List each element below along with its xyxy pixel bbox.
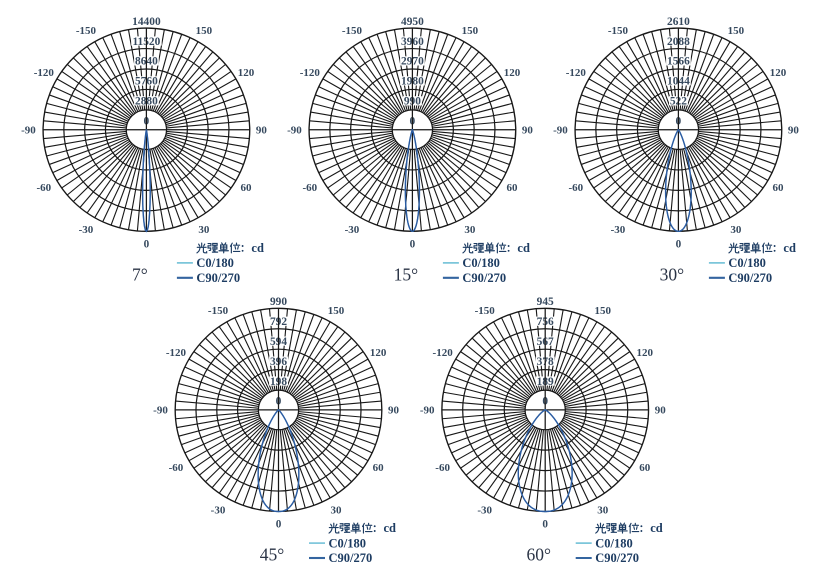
svg-text:-120: -120 [34, 67, 55, 79]
svg-text:150: 150 [328, 305, 345, 317]
svg-text:90: 90 [522, 125, 534, 137]
svg-text:30°: 30° [660, 264, 685, 284]
svg-text:-120: -120 [300, 67, 321, 79]
svg-text:30: 30 [730, 224, 742, 236]
svg-text:-150: -150 [208, 305, 229, 317]
svg-text:0: 0 [410, 239, 416, 251]
svg-text:C90/270: C90/270 [196, 271, 240, 285]
svg-text:2610: 2610 [667, 16, 690, 28]
svg-text:0: 0 [144, 239, 150, 251]
svg-text:30: 30 [464, 224, 476, 236]
svg-text:945: 945 [537, 296, 554, 308]
svg-text:-60: -60 [568, 182, 583, 194]
svg-text:30: 30 [331, 504, 343, 516]
svg-text:120: 120 [504, 67, 521, 79]
svg-text:90: 90 [256, 125, 268, 137]
svg-text:-120: -120 [433, 347, 454, 359]
svg-text:-30: -30 [345, 224, 360, 236]
svg-text:14400: 14400 [132, 16, 161, 28]
svg-text:990: 990 [270, 296, 287, 308]
svg-text:15°: 15° [394, 264, 419, 284]
svg-text:30: 30 [198, 224, 210, 236]
svg-text:C0/180: C0/180 [595, 536, 633, 550]
svg-text:C0/180: C0/180 [728, 256, 766, 270]
svg-text:120: 120 [637, 347, 654, 359]
svg-text:90: 90 [788, 125, 800, 137]
svg-text:30: 30 [597, 504, 609, 516]
svg-text:120: 120 [370, 347, 387, 359]
svg-text:120: 120 [770, 67, 787, 79]
svg-text:-60: -60 [36, 182, 51, 194]
svg-text:-90: -90 [153, 405, 168, 417]
svg-text:45°: 45° [260, 545, 285, 565]
svg-text:-90: -90 [553, 125, 568, 137]
svg-text:C0/180: C0/180 [329, 536, 367, 550]
svg-text:-150: -150 [342, 25, 363, 37]
svg-text:-60: -60 [435, 462, 450, 474]
svg-text:4950: 4950 [401, 16, 424, 28]
svg-text:7°: 7° [132, 264, 148, 284]
svg-text:C0/180: C0/180 [196, 256, 234, 270]
svg-text:-90: -90 [287, 125, 302, 137]
svg-text:90: 90 [388, 405, 400, 417]
svg-text:90: 90 [655, 405, 667, 417]
svg-text:-30: -30 [611, 224, 626, 236]
svg-text:-30: -30 [211, 504, 226, 516]
svg-text:C90/270: C90/270 [462, 271, 506, 285]
svg-text:cd: cd [384, 521, 397, 535]
svg-text:-120: -120 [166, 347, 187, 359]
svg-text:60: 60 [639, 462, 651, 474]
svg-text:-60: -60 [169, 462, 184, 474]
svg-text:-150: -150 [475, 305, 496, 317]
svg-text:0: 0 [542, 519, 548, 531]
svg-text:150: 150 [196, 25, 213, 37]
svg-text:-120: -120 [566, 67, 587, 79]
svg-text:60: 60 [506, 182, 518, 194]
svg-text:60°: 60° [526, 545, 551, 565]
svg-text:cd: cd [650, 521, 663, 535]
svg-text:-30: -30 [79, 224, 94, 236]
svg-text:C90/270: C90/270 [329, 551, 373, 565]
svg-text:cd: cd [517, 241, 530, 255]
svg-text:-60: -60 [302, 182, 317, 194]
svg-text:120: 120 [238, 67, 255, 79]
svg-text:150: 150 [594, 305, 611, 317]
svg-text:60: 60 [373, 462, 385, 474]
svg-text:-90: -90 [420, 405, 435, 417]
svg-text:-30: -30 [477, 504, 492, 516]
svg-text:C90/270: C90/270 [595, 551, 639, 565]
svg-text:-150: -150 [76, 25, 97, 37]
svg-text:60: 60 [772, 182, 784, 194]
svg-text:150: 150 [728, 25, 745, 37]
svg-text:cd: cd [783, 241, 796, 255]
svg-text:-150: -150 [608, 25, 629, 37]
svg-text:cd: cd [251, 241, 264, 255]
svg-text:60: 60 [240, 182, 252, 194]
svg-text:0: 0 [676, 239, 682, 251]
svg-text:0: 0 [276, 519, 282, 531]
svg-text:C90/270: C90/270 [728, 271, 772, 285]
svg-text:C0/180: C0/180 [462, 256, 500, 270]
svg-text:-90: -90 [21, 125, 36, 137]
svg-text:150: 150 [462, 25, 479, 37]
